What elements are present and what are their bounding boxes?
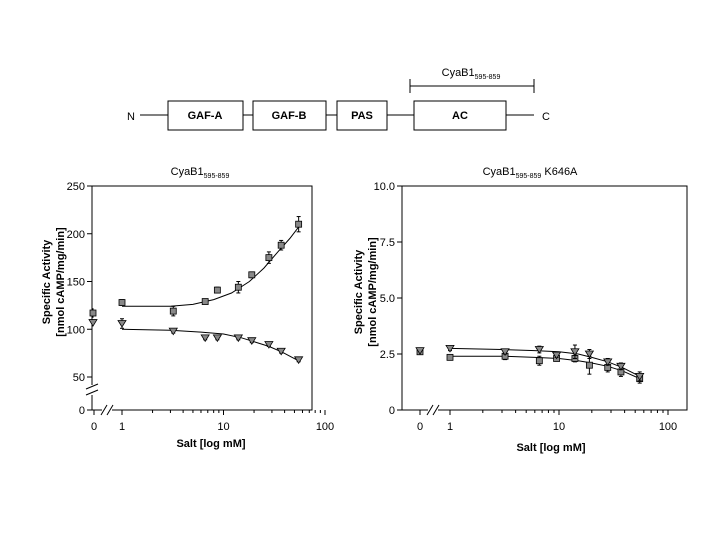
chart-right-frame [401, 185, 688, 411]
chart-right-x-break-mark-1 [426, 404, 434, 416]
chart-right-xlabel: Salt [log mM] [516, 442, 585, 454]
chart-left-ylabel-line2: [nmol cAMP/mg/min] [55, 227, 67, 337]
chart-right-y-tick-label-3: 7.5 [380, 237, 395, 249]
chart-left-y-tick-label-3: 150 [67, 277, 85, 289]
chart-right-series-square-point-2 [535, 357, 543, 365]
chart-right-ylabel-line1: Specific Activity [353, 249, 365, 334]
chart-left-series-triangle-point-4 [233, 334, 244, 343]
chart-left-series-triangle-point-6 [264, 341, 274, 349]
chart-left-xlabel: Salt [log mM] [176, 438, 245, 450]
construct-label: CyaB1595-859 [442, 67, 501, 81]
chart-right-y-tick-label-4: 10.0 [374, 181, 395, 193]
chart-left-frame [91, 185, 313, 411]
domain-box-ac [413, 100, 507, 131]
chart-left-x-break-mark-1 [100, 404, 108, 416]
chart-left-series-square-fit-line [122, 226, 299, 307]
domain-box-gaf-a [167, 100, 244, 131]
chart-left-series-square-point-5 [248, 271, 256, 279]
chart-right-series-triangle-point-5 [584, 350, 595, 359]
chart-right-x-tick-label-3: 100 [659, 421, 677, 433]
chart-left-series-square-point-3 [213, 286, 221, 294]
chart-left-y-break-mark-1 [85, 383, 99, 390]
chart-right-series-square-point-0 [446, 353, 454, 361]
chart-left-series-square-point-1 [169, 307, 177, 315]
construct-subscript: 595-859 [475, 74, 501, 81]
chart-right-series-triangle-point-2 [534, 346, 545, 354]
domain-schematic [140, 79, 535, 131]
chart-right-title-main: CyaB1 [483, 166, 516, 178]
chart-left-x-tick-label-1: 1 [119, 421, 125, 433]
chart-left-series-triangle-zero-point [88, 319, 98, 327]
chart-left-series-square-point-2 [201, 298, 209, 305]
chart-right-y-tick-label-0: 0 [389, 405, 395, 417]
chart-right-x-tick-label-1: 1 [447, 421, 453, 433]
chart-right-series-triangle-point-8 [634, 373, 645, 381]
chart-right-series-triangle-point-7 [616, 362, 626, 371]
chart-right-x-break-mark-2 [432, 404, 440, 416]
chart-left: CyaB1595-859 Specific Activity [nmol cAM… [41, 166, 334, 450]
chart-left-x-tick-label-3: 100 [316, 421, 334, 433]
domain-label-pas: PAS [351, 110, 373, 122]
chart-left-series-square-point-0 [118, 299, 126, 306]
chart-left-y-tick-label-0: 0 [79, 405, 85, 417]
n-terminus-label: N [127, 111, 135, 123]
chart-right-series-triangle-zero-point [415, 347, 425, 355]
chart-left-title-main: CyaB1 [171, 166, 204, 178]
chart-right-series-triangle-point-1 [500, 348, 510, 357]
chart-left-series-triangle-point-8 [293, 356, 304, 365]
chart-right-title: CyaB1595-859 K646A [483, 166, 578, 180]
chart-left-series-triangle-point-3 [212, 334, 223, 343]
chart-left-title: CyaB1595-859 [171, 166, 230, 180]
chart-left-x-tick-label-0: 0 [91, 421, 97, 433]
chart-left-y-break-mark-2 [85, 389, 99, 396]
chart-left-x-tick-label-2: 10 [217, 421, 229, 433]
chart-left-y-tick-label-5: 250 [67, 181, 85, 193]
chart-left-series-triangle-point-0 [117, 320, 127, 328]
chart-right-y-tick-label-2: 5.0 [380, 293, 395, 305]
chart-left-x-break-gap [102, 406, 112, 414]
chart-left-y-break-gap [88, 385, 96, 395]
chart-right-series-triangle-point-3 [551, 351, 562, 360]
chart-right-series-square-point-5 [585, 361, 593, 369]
construct-name: CyaB1 [442, 67, 475, 79]
domain-label-gaf-a: GAF-A [188, 110, 223, 122]
chart-right-y-tick-label-1: 2.5 [380, 349, 395, 361]
chart-right-series-triangle-point-0 [445, 345, 455, 353]
chart-right-title-suffix: K646A [541, 166, 578, 178]
chart-left-ylabel-line1: Specific Activity [41, 239, 53, 324]
chart-left-series-square-zero-point [89, 309, 97, 317]
chart-right-series-triangle-point-6 [603, 358, 613, 367]
chart-left-series-triangle-point-1 [168, 327, 178, 336]
chart-left-x-break-mark-2 [106, 404, 114, 416]
chart-left-y-tick-label-2: 100 [67, 324, 85, 336]
chart-left-series-square-point-6 [265, 254, 273, 262]
chart-left-y-tick-label-4: 200 [67, 229, 85, 241]
chart-right-series-triangle-fit-line [449, 347, 640, 377]
chart-right: CyaB1595-859 K646A Specific Activity [nm… [353, 166, 688, 454]
chart-right-x-tick-label-2: 10 [553, 421, 565, 433]
chart-left-series-triangle-point-5 [247, 337, 257, 345]
chart-right-x-break-gap [428, 406, 438, 414]
chart-left-series-triangle-point-2 [200, 334, 210, 343]
chart-left-y-tick-label-1: 50 [73, 372, 85, 384]
domain-label-gaf-b: GAF-B [272, 110, 307, 122]
chart-right-title-subscript: 595-859 [516, 173, 542, 180]
chart-left-series-square-point-4 [234, 283, 242, 291]
chart-left-series-square-point-7 [277, 241, 285, 249]
chart-right-x-tick-label-0: 0 [417, 421, 423, 433]
chart-right-ylabel-line2: [nmol cAMP/mg/min] [367, 237, 379, 347]
domain-box-pas [336, 100, 388, 131]
chart-left-series-triangle-fit-line [121, 328, 299, 362]
domain-label-ac: AC [452, 110, 468, 122]
chart-left-series-square-point-8 [295, 220, 303, 228]
chart-left-title-subscript: 595-859 [204, 173, 230, 180]
domain-box-gaf-b [252, 100, 327, 131]
c-terminus-label: C [542, 111, 550, 123]
chart-right-series-triangle-point-4 [570, 348, 580, 357]
chart-left-series-triangle-point-7 [276, 347, 286, 356]
